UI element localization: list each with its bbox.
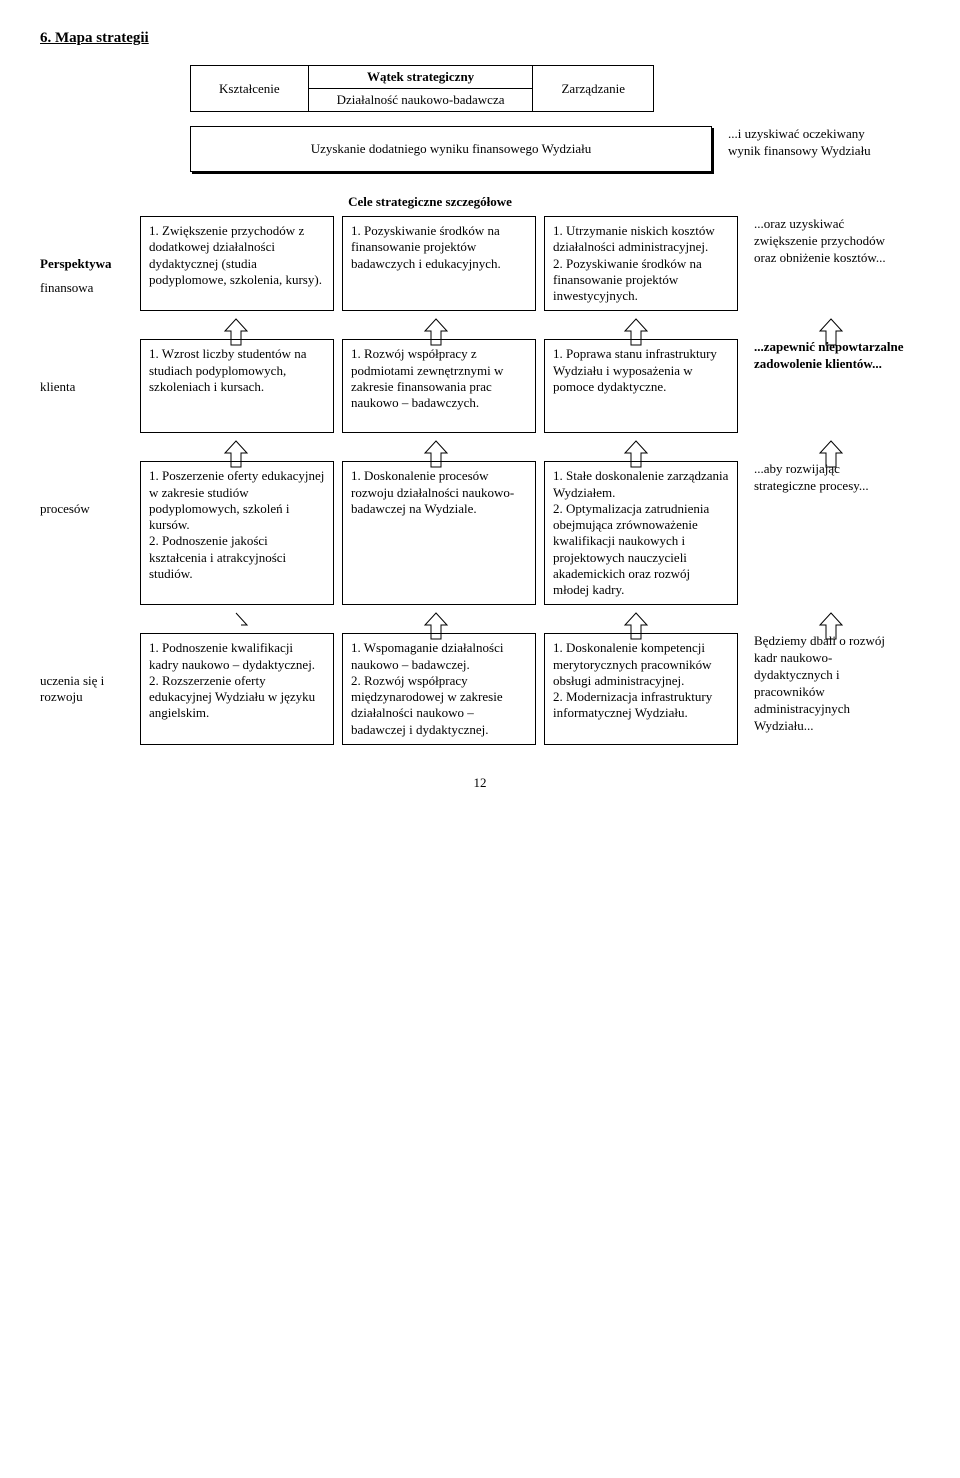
goal-box: 1. Wspomaganie działalności naukowo – ba…	[342, 633, 536, 745]
side-note: ...zapewnić niepowtarzalne zadowolenie k…	[754, 339, 904, 373]
goal-box: 1. Pozyskiwanie środków na finansowanie …	[342, 216, 536, 311]
page-number: 12	[40, 775, 920, 791]
perspective-name-learning: uczenia się i rozwoju	[40, 673, 104, 704]
perspective-name-client: klienta	[40, 379, 75, 394]
page: 6. Mapa strategii Kształcenie Wątek stra…	[40, 30, 920, 791]
perspective-name-financial: finansowa	[40, 280, 93, 295]
goal-box: 1. Utrzymanie niskich kosztów działalnoś…	[544, 216, 738, 311]
goal-box: 1. Stałe doskonalenie zarządzania Wydzia…	[544, 461, 738, 605]
row-klienta: klienta 1. Wzrost liczby studentów na st…	[40, 339, 920, 433]
thread-table: Kształcenie Wątek strategiczny Zarządzan…	[190, 65, 654, 112]
side-note: ...oraz uzyskiwać zwiększenie przychodów…	[754, 216, 904, 267]
perspective-label-client: klienta	[40, 339, 140, 395]
thread-col-ksztalcenie: Kształcenie	[191, 66, 309, 112]
goal-box: 1. Doskonalenie kompetencji merytoryczny…	[544, 633, 738, 745]
row-uczenia: uczenia się i rozwoju 1. Podnoszenie kwa…	[40, 633, 920, 745]
goal-box: 1. Podnoszenie kwalifikacji kadry naukow…	[140, 633, 334, 745]
side-note: ...aby rozwijając strategiczne procesy..…	[754, 461, 904, 495]
perspective-label-learning: uczenia się i rozwoju	[40, 633, 140, 705]
goal-box: 1. Poszerzenie oferty edukacyjnej w zakr…	[140, 461, 334, 605]
row-finansowa: Perspektywa finansowa 1. Zwiększenie prz…	[40, 216, 920, 311]
thread-col-zarzadzanie: Zarządzanie	[533, 66, 654, 112]
perspective-name-process: procesów	[40, 501, 90, 516]
thread-header: Wątek strategiczny	[308, 66, 533, 89]
side-note: Będziemy dbali o rozwój kadr naukowo-dyd…	[754, 633, 904, 734]
goal-box: 1. Doskonalenie procesów rozwoju działal…	[342, 461, 536, 605]
thread-col-naukowa: Działalność naukowo-badawcza	[308, 89, 533, 112]
perspective-header: Perspektywa	[40, 256, 140, 272]
perspective-label-process: procesów	[40, 461, 140, 517]
goal-box: 1. Rozwój współpracy z podmiotami zewnęt…	[342, 339, 536, 433]
row-procesow: procesów 1. Poszerzenie oferty edukacyjn…	[40, 461, 920, 605]
main-goal-bar: Uzyskanie dodatniego wyniku finansowego …	[190, 126, 712, 172]
goal-box: 1. Zwiększenie przychodów z dodatkowej d…	[140, 216, 334, 311]
side-note-top: ...i uzyskiwać oczekiwany wynik finansow…	[728, 126, 878, 160]
section-title: 6. Mapa strategii	[40, 30, 920, 47]
goal-box: 1. Poprawa stanu infrastruktury Wydziału…	[544, 339, 738, 433]
goal-box: 1. Wzrost liczby studentów na studiach p…	[140, 339, 334, 433]
perspective-label-financial: Perspektywa finansowa	[40, 216, 140, 296]
cele-heading: Cele strategiczne szczegółowe	[150, 194, 710, 210]
